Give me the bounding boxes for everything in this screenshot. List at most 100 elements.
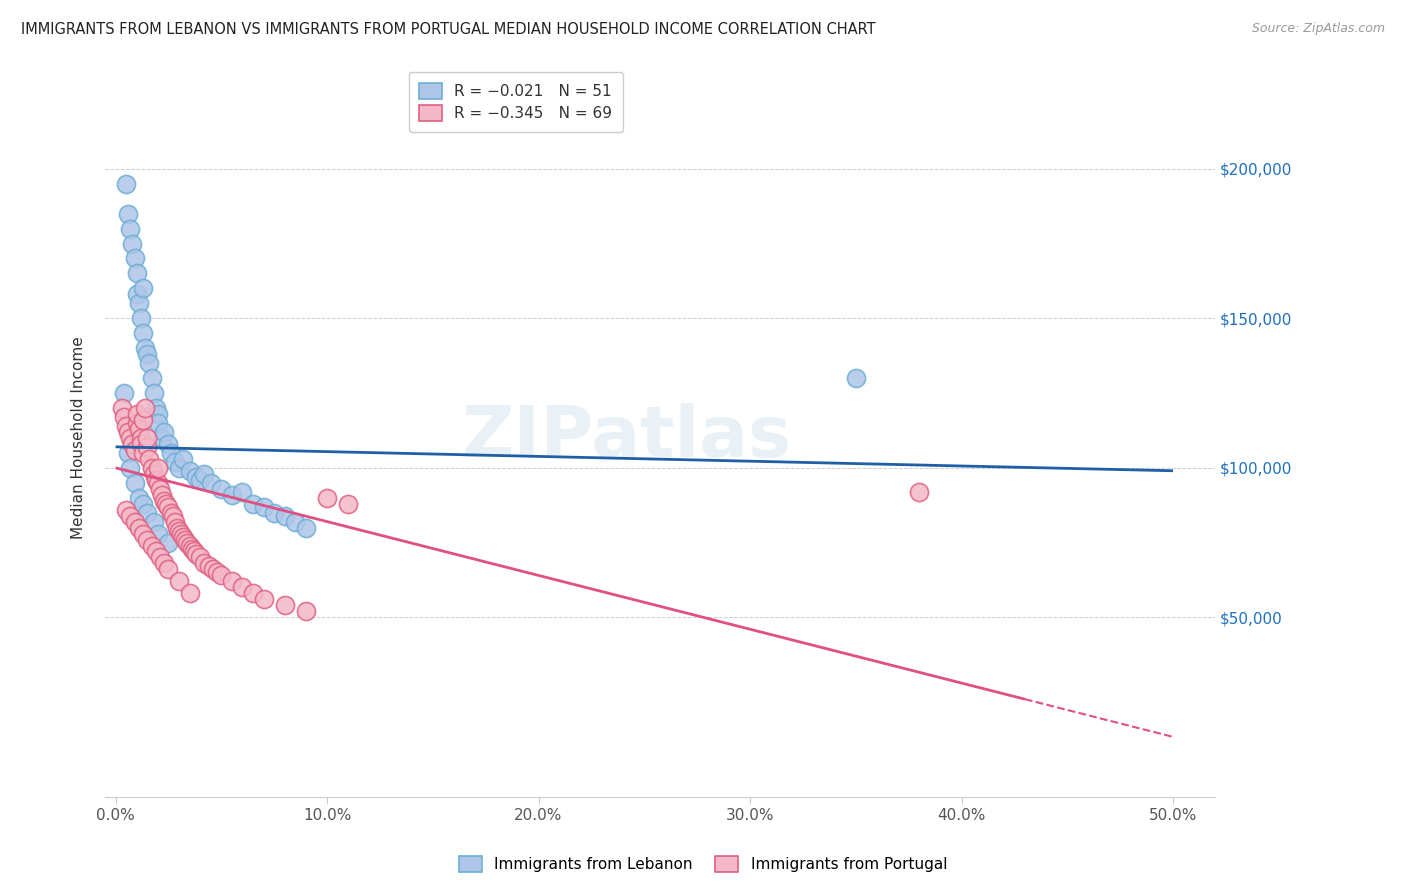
Point bbox=[115, 418, 138, 433]
Point bbox=[149, 550, 172, 565]
Point bbox=[146, 526, 169, 541]
Point bbox=[231, 580, 253, 594]
Point bbox=[188, 550, 211, 565]
Point bbox=[193, 557, 215, 571]
Point bbox=[242, 497, 264, 511]
Point bbox=[200, 475, 222, 490]
Point bbox=[157, 535, 180, 549]
Point bbox=[124, 475, 146, 490]
Point bbox=[197, 559, 219, 574]
Point bbox=[121, 236, 143, 251]
Point bbox=[179, 464, 201, 478]
Legend: R = −​0.021 N = 51, R = −​0.345 N = 69: R = −​0.021 N = 51, R = −​0.345 N = 69 bbox=[409, 72, 623, 132]
Point bbox=[142, 515, 165, 529]
Point bbox=[128, 422, 150, 436]
Point bbox=[221, 574, 243, 589]
Point bbox=[129, 311, 152, 326]
Point bbox=[117, 425, 139, 439]
Point bbox=[252, 592, 274, 607]
Point bbox=[263, 506, 285, 520]
Point bbox=[120, 431, 142, 445]
Point bbox=[146, 475, 169, 490]
Point bbox=[166, 520, 188, 534]
Point bbox=[201, 562, 224, 576]
Point bbox=[142, 467, 165, 481]
Point bbox=[179, 586, 201, 600]
Point bbox=[112, 386, 135, 401]
Point bbox=[157, 437, 180, 451]
Point bbox=[188, 473, 211, 487]
Point bbox=[132, 326, 155, 341]
Point bbox=[221, 488, 243, 502]
Point bbox=[134, 401, 156, 415]
Point bbox=[136, 506, 159, 520]
Point bbox=[136, 440, 159, 454]
Point bbox=[125, 407, 148, 421]
Point bbox=[159, 506, 181, 520]
Point bbox=[128, 520, 150, 534]
Point bbox=[115, 177, 138, 191]
Point bbox=[124, 252, 146, 266]
Point bbox=[138, 451, 160, 466]
Point bbox=[134, 341, 156, 355]
Point bbox=[132, 526, 155, 541]
Point bbox=[170, 526, 193, 541]
Point bbox=[150, 431, 173, 445]
Point bbox=[132, 413, 155, 427]
Text: Source: ZipAtlas.com: Source: ZipAtlas.com bbox=[1251, 22, 1385, 36]
Point bbox=[124, 515, 146, 529]
Point bbox=[337, 497, 360, 511]
Point bbox=[120, 460, 142, 475]
Point bbox=[176, 535, 198, 549]
Point bbox=[179, 539, 201, 553]
Point bbox=[117, 446, 139, 460]
Point bbox=[112, 409, 135, 424]
Point bbox=[146, 416, 169, 430]
Point bbox=[274, 508, 297, 523]
Point bbox=[155, 497, 177, 511]
Point bbox=[153, 425, 176, 439]
Y-axis label: Median Household Income: Median Household Income bbox=[72, 336, 86, 540]
Point bbox=[120, 221, 142, 235]
Point bbox=[184, 548, 207, 562]
Point bbox=[157, 500, 180, 514]
Point bbox=[142, 386, 165, 401]
Point bbox=[124, 442, 146, 457]
Point bbox=[845, 371, 868, 385]
Point bbox=[184, 469, 207, 483]
Point bbox=[167, 460, 190, 475]
Point bbox=[129, 431, 152, 445]
Point bbox=[132, 281, 155, 295]
Point bbox=[120, 508, 142, 523]
Point bbox=[145, 544, 167, 558]
Point bbox=[136, 533, 159, 547]
Point bbox=[252, 500, 274, 514]
Point bbox=[141, 371, 163, 385]
Point bbox=[162, 508, 184, 523]
Point bbox=[153, 557, 176, 571]
Point bbox=[153, 493, 176, 508]
Point bbox=[150, 488, 173, 502]
Point bbox=[180, 541, 202, 556]
Point bbox=[121, 437, 143, 451]
Point bbox=[274, 599, 297, 613]
Point bbox=[129, 437, 152, 451]
Point bbox=[167, 524, 190, 538]
Point bbox=[146, 460, 169, 475]
Point bbox=[125, 416, 148, 430]
Point bbox=[136, 431, 159, 445]
Point bbox=[136, 347, 159, 361]
Point bbox=[125, 267, 148, 281]
Point bbox=[209, 568, 232, 582]
Point bbox=[163, 515, 186, 529]
Point bbox=[141, 460, 163, 475]
Point bbox=[231, 484, 253, 499]
Point bbox=[138, 356, 160, 370]
Point bbox=[295, 520, 318, 534]
Point bbox=[145, 473, 167, 487]
Point bbox=[159, 446, 181, 460]
Point bbox=[146, 407, 169, 421]
Point bbox=[172, 451, 194, 466]
Point bbox=[284, 515, 307, 529]
Text: ZIPatlas: ZIPatlas bbox=[461, 403, 792, 473]
